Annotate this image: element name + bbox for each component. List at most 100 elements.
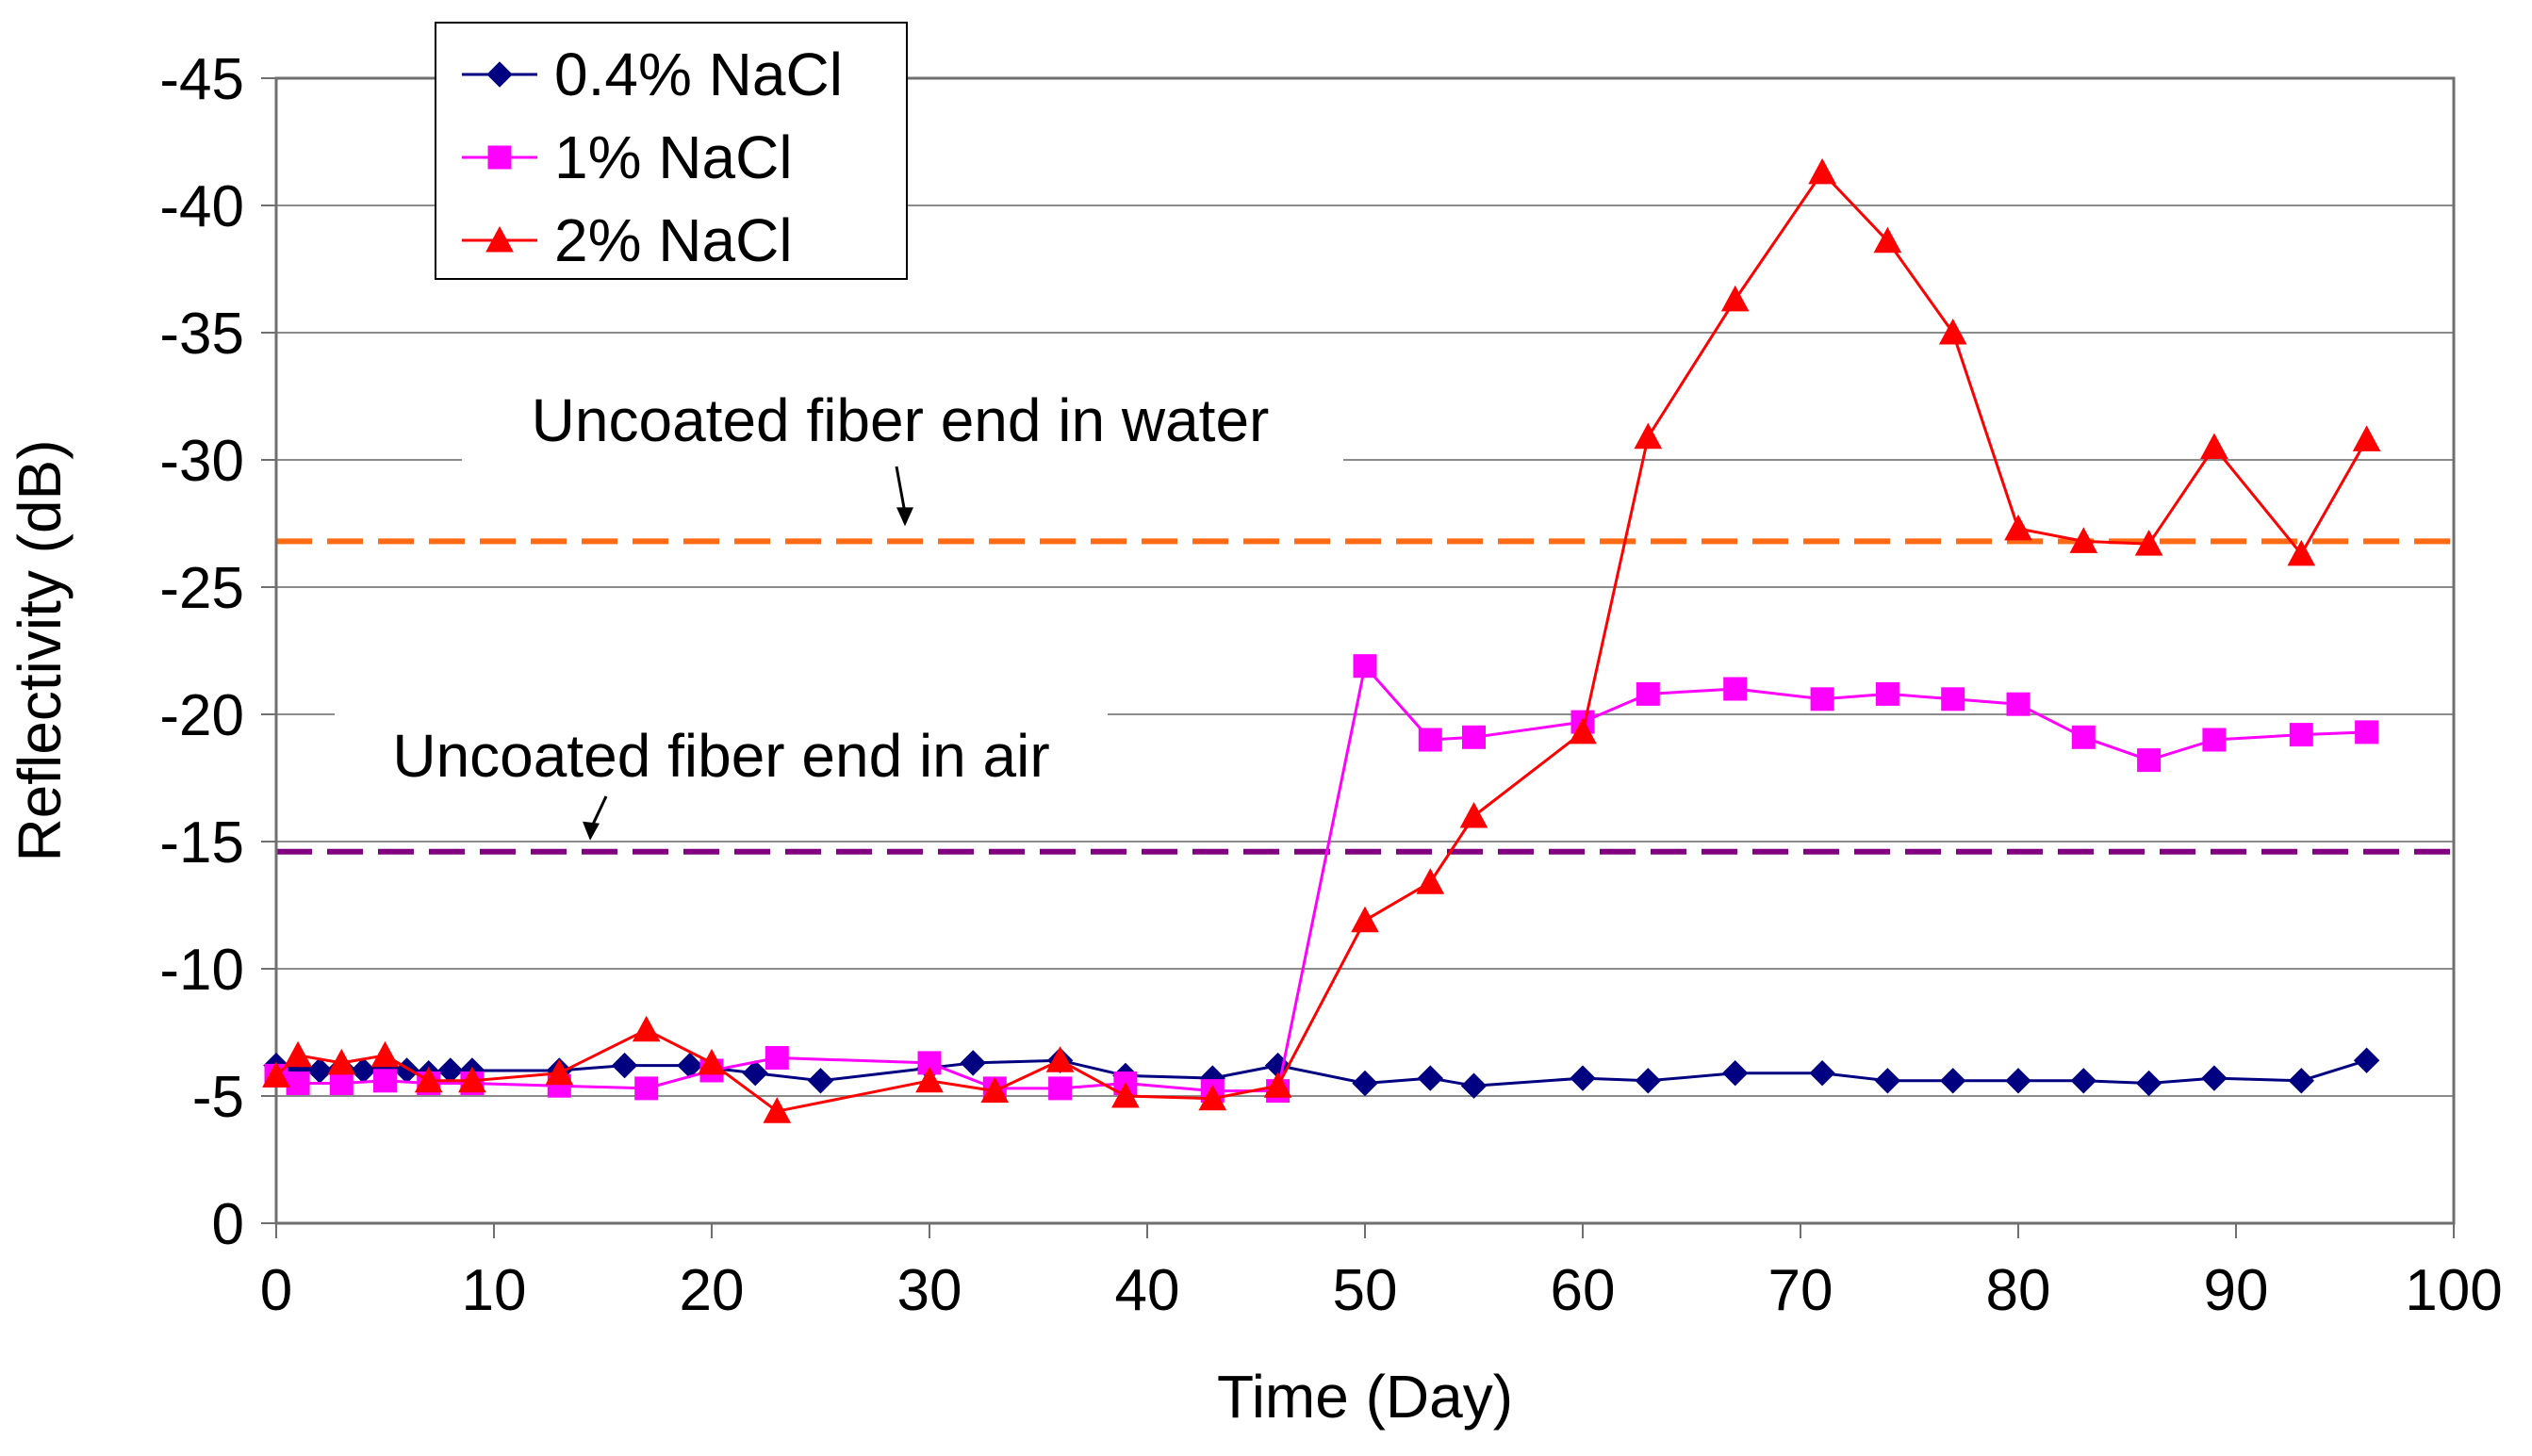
series-2-point-18 (1459, 801, 1488, 828)
series-2-point-8 (698, 1048, 726, 1075)
series-2-point-17 (1416, 868, 1445, 894)
legend-label-0: 0.4% NaCl (554, 41, 843, 108)
legend-box (435, 22, 908, 280)
x-tick-label-10: 100 (2405, 1258, 2502, 1323)
y-tick-label-4: -20 (159, 683, 244, 748)
series-2-point-12 (1045, 1046, 1075, 1072)
y-tick-label-8: -40 (159, 174, 244, 239)
series-1-point-25 (2006, 692, 2031, 716)
series-1-point-21 (1723, 677, 1748, 701)
ticks-layer: 0 -5 -10 -15 -20 -25 -30 -35 -40 -45 0 10 20 30 40 50 60… (159, 47, 2502, 1323)
series-0-point-34 (2288, 1068, 2315, 1094)
series-2-point-29 (2287, 539, 2316, 566)
series-2-point-10 (915, 1066, 944, 1093)
x-tick-label-9: 90 (2204, 1258, 2269, 1323)
series-2-point-5 (458, 1066, 486, 1093)
series-2-point-2 (327, 1048, 356, 1075)
series-2-point-14 (1198, 1084, 1227, 1111)
series-2-point-21 (1720, 285, 1750, 312)
series-2-point-30 (2352, 425, 2381, 451)
legend-marker-1 (487, 145, 512, 170)
series-1-point-1 (286, 1072, 310, 1095)
x-tick-label-7: 70 (1768, 1258, 1833, 1323)
y-tick-label-2: -10 (159, 938, 244, 1003)
air-reference-label: Uncoated fiber end in air (392, 722, 1049, 790)
air-reference-pointer (590, 795, 608, 827)
series-1-point-7 (634, 1076, 659, 1101)
series-1-point-26 (2071, 725, 2096, 749)
series-2-point-9 (763, 1097, 792, 1123)
series-1-point-23 (1875, 681, 1899, 706)
series-0-point-27 (1809, 1059, 1835, 1087)
x-tick-label-5: 50 (1333, 1258, 1398, 1323)
x-axis-title: Time (Day) (1217, 1363, 1513, 1431)
series-1-point-17 (1418, 728, 1442, 752)
x-tick-label-3: 30 (897, 1258, 962, 1323)
series-2-point-0 (262, 1061, 290, 1088)
series-2-point-27 (2134, 530, 2163, 556)
series-0-point-11 (611, 1052, 638, 1079)
series-0-point-33 (2201, 1065, 2228, 1091)
series-2-point-26 (2069, 527, 2098, 553)
y-tick-label-1: -5 (192, 1065, 244, 1130)
series-0-point-16 (960, 1050, 986, 1076)
series-0-point-14 (807, 1068, 834, 1094)
series-1-point-3 (373, 1069, 397, 1093)
x-tick-label-4: 40 (1115, 1258, 1180, 1323)
legend-marker-2 (485, 225, 514, 253)
series-0-point-23 (1460, 1072, 1488, 1099)
water-label-background (462, 375, 1343, 462)
legend-label-1: 1% NaCl (554, 123, 793, 191)
x-tick-label-8: 80 (1986, 1258, 2051, 1323)
series-1-point-27 (2137, 748, 2162, 773)
y-tick-label-9: -45 (159, 47, 244, 112)
series-2-point-6 (545, 1058, 574, 1086)
series-0-point-25 (1635, 1068, 1662, 1094)
series-2-point-7 (632, 1015, 661, 1042)
y-tick-label-0: 0 (212, 1192, 244, 1257)
series-2-point-22 (1808, 157, 1836, 185)
y-tick-label-7: -35 (159, 302, 244, 367)
series-1-point-29 (2289, 723, 2313, 747)
water-reference-arrowhead (896, 507, 913, 527)
series-0-point-32 (2135, 1070, 2162, 1097)
series-0-point-30 (2005, 1068, 2031, 1094)
series-2-point-16 (1351, 906, 1379, 933)
series-2-point-24 (1938, 318, 1967, 345)
series-0-point-35 (2353, 1047, 2380, 1073)
series-1-point-28 (2202, 728, 2227, 752)
series-1-point-12 (1048, 1076, 1073, 1101)
series-1-point-20 (1636, 681, 1660, 706)
series-2-point-15 (1263, 1072, 1292, 1098)
series-2 (262, 157, 2381, 1123)
series-2-point-28 (2200, 433, 2228, 459)
series-2-point-20 (1634, 422, 1663, 450)
y-axis-title: Reflectivity (dB) (6, 439, 74, 861)
annotation-layer: Uncoated fiber end in water Uncoated fibe… (335, 375, 1343, 841)
x-tick-label-2: 20 (680, 1258, 745, 1323)
water-reference-label: Uncoated fiber end in water (532, 386, 1270, 454)
legend-label-2: 2% NaCl (554, 206, 793, 274)
series-2-point-19 (1569, 717, 1597, 744)
y-tick-label-5: -25 (159, 556, 244, 621)
series-2-point-11 (980, 1076, 1010, 1104)
y-tick-label-3: -15 (159, 810, 244, 875)
series-1-point-16 (1353, 654, 1377, 679)
y-tick-label-6: -30 (159, 429, 244, 494)
air-reference-arrowhead (583, 821, 600, 841)
series-2-point-1 (284, 1040, 312, 1068)
series-0-point-13 (742, 1059, 768, 1087)
series-0-point-22 (1417, 1065, 1444, 1091)
x-tick-label-1: 10 (462, 1258, 527, 1323)
series-2-point-13 (1111, 1081, 1140, 1108)
legend: 0.4% NaCl 1% NaCl 2% NaCl (435, 22, 908, 280)
air-label-background (335, 709, 1108, 795)
water-reference-pointer (895, 466, 907, 514)
series-1-point-9 (765, 1046, 789, 1070)
series-1-point-30 (2355, 720, 2379, 744)
x-tick-label-6: 60 (1551, 1258, 1616, 1323)
series-0-point-28 (1874, 1068, 1901, 1094)
series-2-point-4 (414, 1066, 443, 1093)
